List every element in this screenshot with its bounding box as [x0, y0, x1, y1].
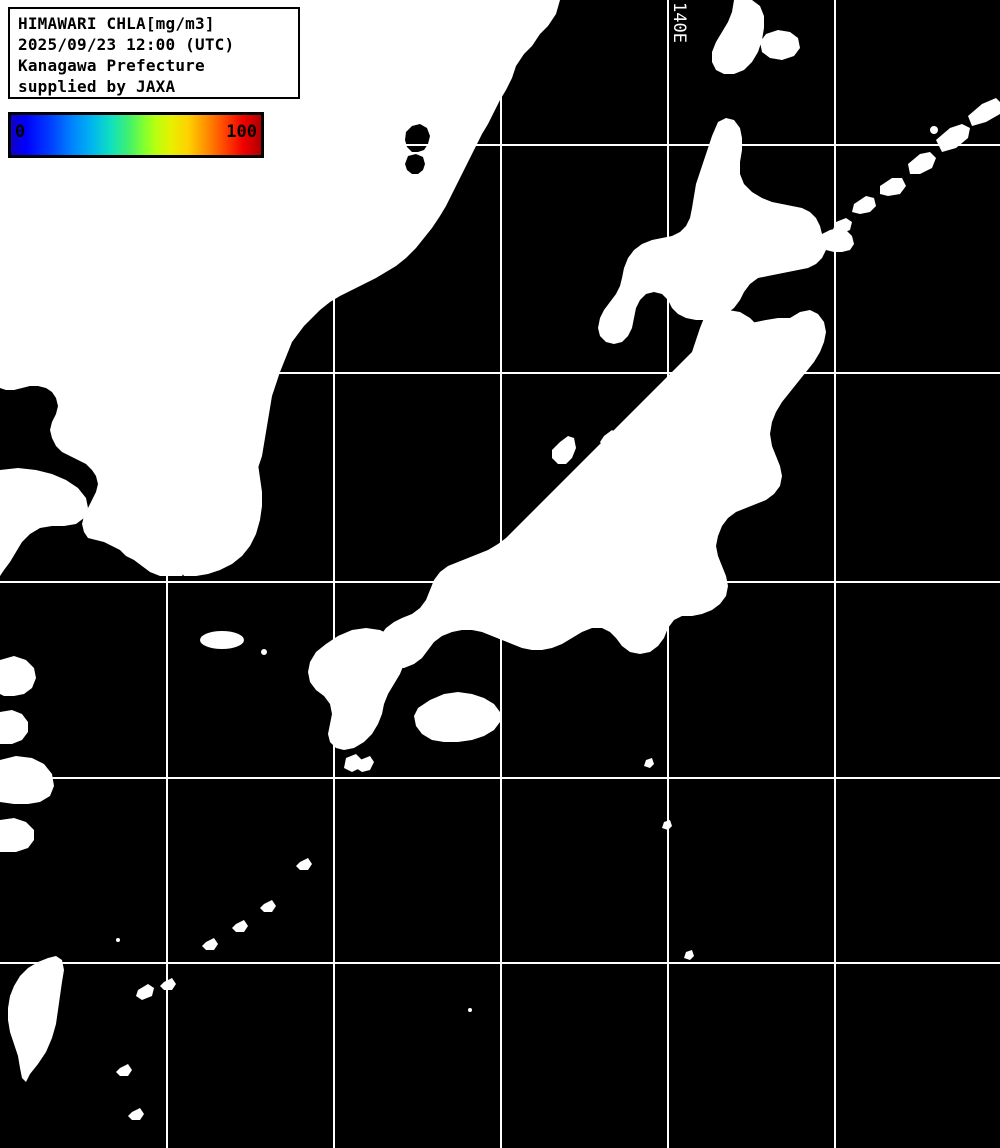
title-info-box: HIMAWARI CHLA[mg/m3] 2025/09/23 12:00 (U… — [8, 7, 300, 99]
island-jeju — [200, 631, 244, 649]
colorbar-min-label: 0 — [15, 122, 26, 142]
island-taiwan — [8, 956, 64, 1082]
colorbar: 0 100 — [8, 112, 264, 158]
title-line-attribution: supplied by JAXA — [18, 77, 176, 96]
islands-izu-specks — [644, 758, 694, 960]
colorbar-gradient — [11, 115, 261, 155]
land-china-east-coast — [0, 468, 88, 576]
islands-goto — [316, 658, 362, 772]
island-sado — [600, 430, 618, 450]
latitude-label-40n: 40N — [8, 350, 39, 370]
land-china-coast-south — [0, 656, 54, 852]
islands-kuril-chain — [804, 98, 1000, 248]
title-line-product: HIMAWARI CHLA[mg/m3] — [18, 14, 215, 33]
islands-misc-specks — [19, 5, 938, 1012]
lake-khanka — [405, 124, 430, 174]
land-korea-peninsula — [148, 364, 262, 576]
island-honshu-tohoku — [690, 310, 770, 414]
island-hokkaido — [598, 118, 854, 344]
land-korea-north-coast — [18, 326, 78, 370]
title-line-datetime: 2025/09/23 12:00 (UTC) — [18, 35, 235, 54]
island-kyushu — [308, 628, 404, 750]
island-shikoku — [414, 692, 500, 742]
island-sakhalin-south — [712, 0, 800, 74]
title-line-region: Kanagawa Prefecture — [18, 56, 205, 75]
longitude-label-140e: 140E — [669, 2, 689, 43]
peninsula-noto — [552, 436, 576, 464]
colorbar-max-label: 100 — [226, 122, 257, 142]
islands-ryukyu-arc — [116, 756, 374, 1120]
